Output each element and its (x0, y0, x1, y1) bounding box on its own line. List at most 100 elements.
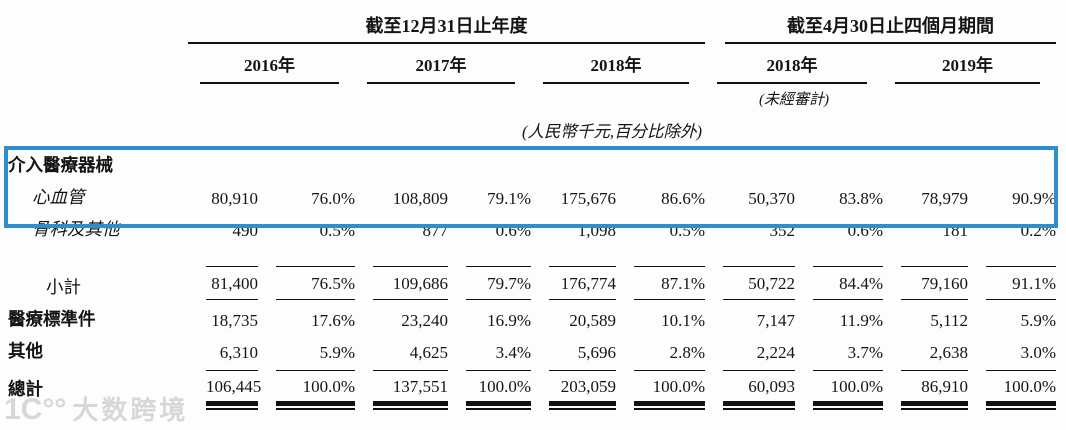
period-header-row: 截至12月31日止年度 截至4月30日止四個月期間 (8, 6, 1056, 44)
cell-value: 76.0% (311, 189, 355, 208)
cell-value: 81,400 (206, 266, 258, 300)
table-body: 介入醫療器械 心血管 80,910 76.0% 108,809 79.1% 175,676 8… (8, 150, 1056, 410)
cell-value: 11.9% (839, 311, 883, 330)
cell-value: 100.0% (986, 370, 1056, 410)
period-header-fourmonth-label: 截至4月30日止四個月期間 (725, 12, 1056, 44)
row-label: 介入醫療器械 (8, 155, 113, 175)
cell-value: 0.6% (847, 221, 883, 240)
cell-value: 5.9% (319, 343, 355, 362)
table-cell: 76.0% (258, 182, 355, 214)
table-cell (616, 150, 705, 182)
table-cell: 16.9% (448, 304, 531, 336)
year-header-2017: 2017年 (355, 44, 531, 84)
cell-value: 4,625 (409, 343, 448, 362)
spacer-cell (355, 84, 531, 110)
cell-value: 100.0% (813, 370, 883, 410)
table-cell: 877 (355, 214, 449, 246)
cell-value: 84.4% (813, 266, 883, 300)
table-cell: 2.8% (616, 336, 705, 368)
cell-value: 108,809 (392, 189, 448, 208)
table-cell: 18,735 (188, 304, 258, 336)
table-cell: 90.9% (968, 182, 1056, 214)
spacer-cell (8, 44, 188, 84)
spacer-cell (883, 84, 1056, 110)
table-cell: 0.5% (616, 214, 705, 246)
cell-value: 0.5% (319, 221, 355, 240)
cell-value: 109,686 (373, 266, 448, 300)
table-cell: 100.0% (616, 368, 705, 410)
cell-value: 3.7% (847, 343, 883, 362)
table-cell: 176,774 (531, 246, 616, 304)
cell-value: 10.1% (661, 311, 705, 330)
revenue-breakdown-table: 截至12月31日止年度 截至4月30日止四個月期間 2016年 2017年 20… (8, 6, 1056, 410)
cell-value: 100.0% (634, 370, 705, 410)
spacer-cell (8, 6, 188, 44)
spacer-cell (8, 84, 188, 110)
table-row: 骨科及其他 490 0.5% 877 0.6% 1,098 0.5% 352 0.6% 181 0.… (8, 214, 1056, 246)
table-cell (258, 150, 355, 182)
spacer-cell (188, 84, 355, 110)
cell-value: 79,160 (901, 266, 968, 300)
cell-value: 20,589 (569, 311, 616, 330)
table-cell: 0.2% (968, 214, 1056, 246)
table-cell: 50,370 (705, 182, 795, 214)
cell-value: 2,638 (929, 343, 968, 362)
table-cell: 109,686 (355, 246, 448, 304)
table-cell: 100.0% (968, 368, 1056, 410)
cell-value: 91.1% (986, 266, 1056, 300)
table-cell: 137,551 (355, 368, 448, 410)
table-cell: 6,310 (188, 336, 258, 368)
table-cell: 5.9% (968, 304, 1056, 336)
table-cell: 79,160 (883, 246, 968, 304)
year-header-2019-4m: 2019年 (883, 44, 1056, 84)
table-row: 介入醫療器械 (8, 150, 1056, 182)
watermark-logo: 1C°° (4, 393, 67, 426)
cell-value: 83.8% (839, 189, 883, 208)
table-cell: 100.0% (448, 368, 531, 410)
cell-value: 87.1% (634, 266, 705, 300)
table-cell: 87.1% (616, 246, 705, 304)
unaudited-note: (未經審計) (759, 92, 829, 108)
table-header: 截至12月31日止年度 截至4月30日止四個月期間 2016年 2017年 20… (8, 6, 1056, 150)
cell-value: 5,696 (577, 343, 616, 362)
table-cell: 76.5% (258, 246, 355, 304)
cell-value: 100.0% (466, 370, 531, 410)
table-cell: 100.0% (795, 368, 883, 410)
watermark: 1C°° 大数跨境 (4, 390, 188, 427)
units-note: (人民幣千元,百分比除外) (521, 122, 703, 141)
table-cell (795, 150, 883, 182)
table-cell (883, 150, 968, 182)
table-cell: 11.9% (795, 304, 883, 336)
table-cell: 17.6% (258, 304, 355, 336)
cell-value: 50,722 (723, 266, 795, 300)
table-cell (968, 150, 1056, 182)
year-header-2016: 2016年 (188, 44, 355, 84)
table-cell: 490 (188, 214, 259, 246)
table-cell (188, 150, 258, 182)
table-cell: 23,240 (355, 304, 448, 336)
cell-value: 176,774 (549, 266, 616, 300)
table-cell: 181 (883, 214, 969, 246)
table-cell: 79.7% (448, 246, 531, 304)
row-label: 醫療標準件 (8, 309, 96, 329)
cell-value: 203,059 (549, 370, 616, 410)
table-cell: 50,722 (705, 246, 795, 304)
table-cell: 79.1% (448, 182, 531, 214)
spacer-cell (531, 84, 705, 110)
cell-value: 5.9% (1020, 311, 1056, 330)
cell-value: 7,147 (756, 311, 795, 330)
cell-value: 2,224 (756, 343, 795, 362)
table-cell: 4,625 (355, 336, 448, 368)
table-row: 醫療標準件 18,735 17.6% 23,240 16.9% 20,589 10.1% 7,… (8, 304, 1056, 336)
cell-value: 23,240 (401, 311, 448, 330)
cell-value: 6,310 (219, 343, 258, 362)
table-cell: 0.5% (258, 214, 355, 246)
cell-value: 80,910 (211, 189, 258, 208)
cell-value: 0.6% (495, 221, 531, 240)
table-cell: 0.6% (448, 214, 531, 246)
table-cell: 84.4% (795, 246, 883, 304)
cell-value: 181 (942, 221, 969, 240)
cell-value: 76.5% (276, 266, 355, 300)
table-cell: 81,400 (188, 246, 258, 304)
table-cell: 10.1% (616, 304, 705, 336)
